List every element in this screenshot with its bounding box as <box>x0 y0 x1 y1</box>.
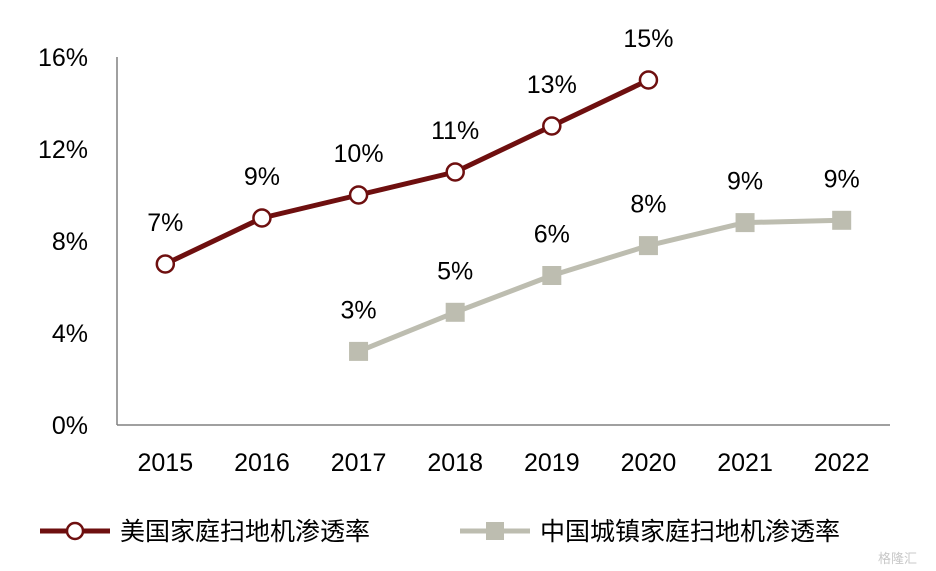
data-point <box>638 70 659 90</box>
data-label: 10% <box>334 140 384 168</box>
data-label: 15% <box>623 25 673 53</box>
data-label: 5% <box>437 257 473 285</box>
data-label: 6% <box>534 221 570 249</box>
data-point <box>155 254 176 274</box>
legend: 美国家庭扫地机渗透率 中国城镇家庭扫地机渗透率 <box>40 518 840 546</box>
data-point <box>348 185 369 205</box>
y-tick-label: 8% <box>52 228 88 256</box>
x-tick-label: 2015 <box>138 449 194 477</box>
legend-marker <box>486 522 504 540</box>
data-point <box>445 162 465 182</box>
legend-label: 美国家庭扫地机渗透率 <box>120 518 370 546</box>
data-point <box>832 210 852 230</box>
data-label: 11% <box>431 117 479 145</box>
data-label: 9% <box>244 163 280 191</box>
legend-label: 中国城镇家庭扫地机渗透率 <box>540 518 840 546</box>
watermark-text: 格隆汇 <box>878 551 917 566</box>
series-1: 7% 9% 10% 11% 13% 15% <box>147 25 673 274</box>
x-tick-label: 2022 <box>814 449 870 477</box>
x-tick-label: 2018 <box>427 449 483 477</box>
legend-item-1: 美国家庭扫地机渗透率 <box>40 518 370 546</box>
x-tick-label: 2021 <box>717 449 773 477</box>
x-tick-label: 2017 <box>331 449 387 477</box>
y-tick-label: 0% <box>52 412 88 440</box>
y-tick-label: 12% <box>38 136 88 164</box>
series-line <box>164 77 650 267</box>
series-2: 3% 5% 6% 8% 9% 9% <box>340 165 860 361</box>
legend-item-2: 中国城镇家庭扫地机渗透率 <box>460 518 840 546</box>
data-label: 9% <box>727 168 763 196</box>
axes: 0% 4% 8% 12% 16% 2015 2016 2017 2018 2019 2020 2021… <box>38 44 890 477</box>
series-line <box>357 217 842 354</box>
y-tick-label: 4% <box>52 320 88 348</box>
data-label: 13% <box>527 71 577 99</box>
data-label: 3% <box>340 296 376 324</box>
data-label: 7% <box>147 209 183 237</box>
data-point <box>638 236 658 256</box>
data-point <box>735 213 755 233</box>
x-tick-label: 2016 <box>234 449 290 477</box>
data-point <box>542 266 562 285</box>
y-tick-label: 16% <box>38 44 88 72</box>
legend-marker <box>65 521 85 541</box>
x-tick-label: 2019 <box>524 449 580 477</box>
data-label: 9% <box>824 165 860 193</box>
data-point <box>252 208 272 228</box>
data-point <box>542 116 562 136</box>
data-point <box>445 302 465 322</box>
x-tick-label: 2020 <box>621 449 677 477</box>
series-layer: 7% 9% 10% 11% 13% 15% 3% 5% 6% 8% 9% 9% <box>147 25 860 361</box>
data-point <box>349 341 369 361</box>
data-label: 8% <box>630 191 666 219</box>
